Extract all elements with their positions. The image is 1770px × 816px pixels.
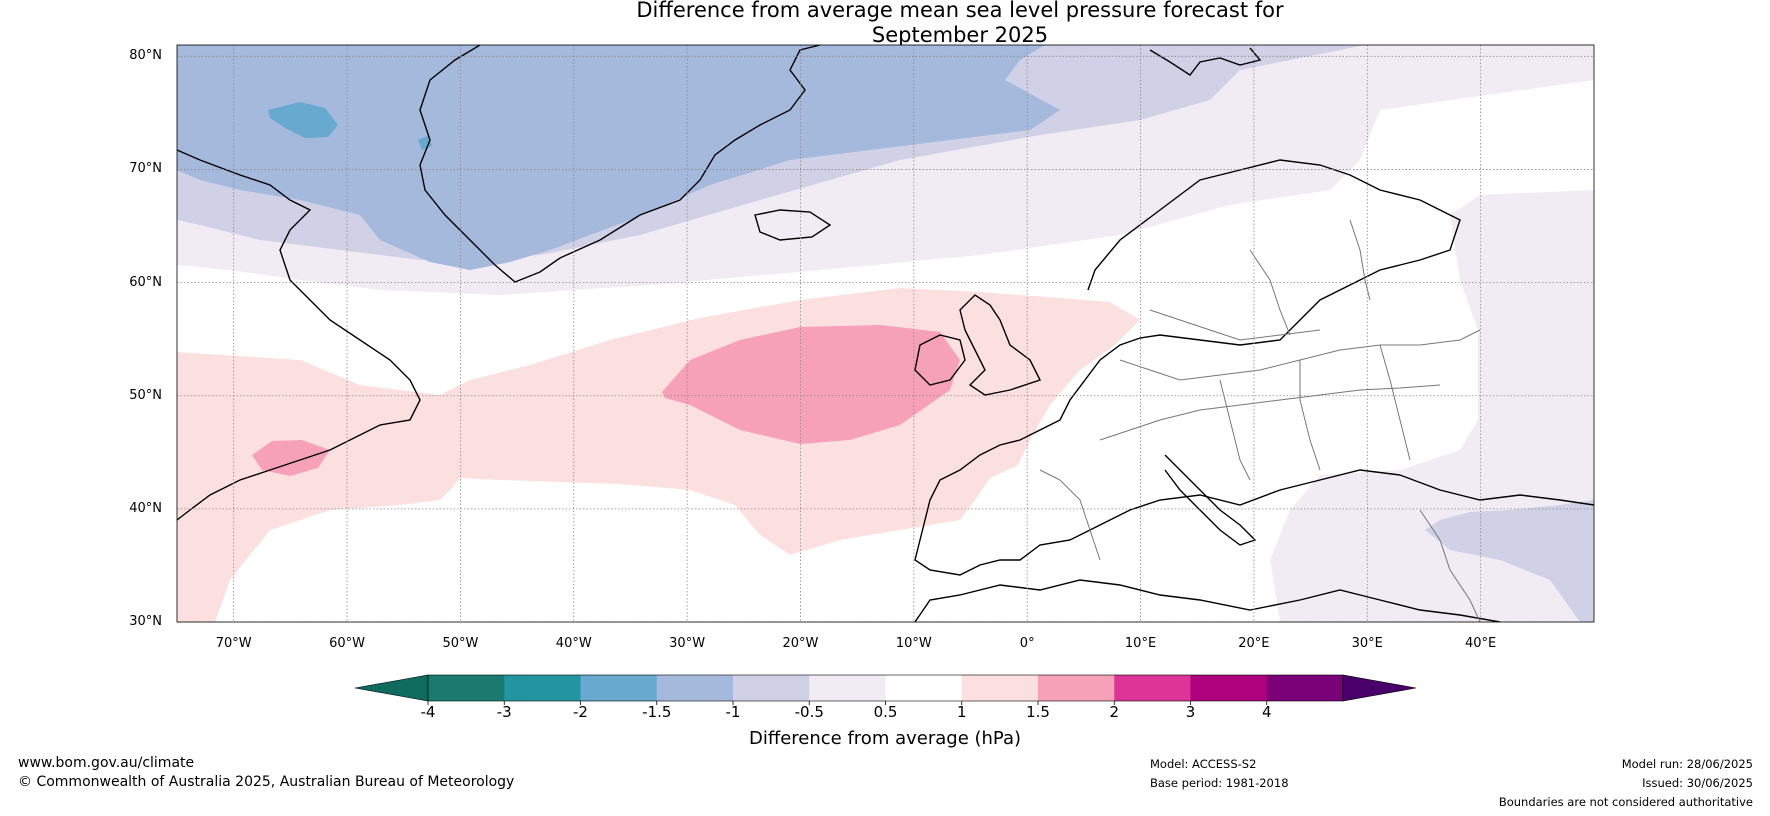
colorbar-tick-label: 2 bbox=[1109, 703, 1120, 721]
longitude-label: 0° bbox=[1019, 636, 1035, 651]
border-line-9 bbox=[1039, 469, 1101, 561]
latitude-label: 30°N bbox=[129, 614, 162, 629]
latitude-label: 60°N bbox=[129, 274, 162, 290]
border-line-5 bbox=[1299, 360, 1321, 471]
border-line-6 bbox=[1379, 344, 1411, 461]
colorbar-tick-label: 1.5 bbox=[1026, 703, 1050, 721]
coastlines bbox=[177, 45, 1594, 622]
colorbar-segment bbox=[428, 675, 505, 701]
footer-boundaries: Boundaries are not considered authoritat… bbox=[1498, 795, 1753, 809]
italy-coast bbox=[1164, 454, 1257, 546]
border-line-3 bbox=[1149, 309, 1321, 341]
colorbar-tick-label: -1 bbox=[725, 703, 741, 721]
latitude-label: 50°N bbox=[129, 387, 162, 403]
colorbar-label: Difference from average (hPa) bbox=[748, 728, 1022, 749]
anomaly-band-minus-2-small bbox=[418, 136, 432, 150]
colorbar-segment bbox=[809, 675, 886, 701]
border-line-10 bbox=[1419, 509, 1481, 622]
colorbar-segment bbox=[1038, 675, 1115, 701]
colorbar-segment bbox=[885, 675, 963, 701]
longitude-label: 50°W bbox=[442, 636, 479, 651]
colorbar-over-triangle bbox=[1342, 674, 1417, 702]
longitude-label: 60°W bbox=[329, 636, 365, 651]
colorbar-tick-label: -0.5 bbox=[794, 703, 824, 721]
footer-url: www.bom.gov.au/climate bbox=[18, 755, 195, 771]
latitude-label: 40°N bbox=[129, 500, 162, 516]
colorbar-tick-label: -1.5 bbox=[642, 703, 672, 721]
longitude-label: 40°E bbox=[1464, 636, 1497, 651]
ireland-coast bbox=[914, 334, 966, 386]
map-title-line1: Difference from average mean sea level p… bbox=[636, 0, 1284, 22]
colorbar-segment bbox=[504, 675, 581, 701]
map-title-line2: September 2025 bbox=[871, 23, 1049, 47]
north-africa-coast bbox=[914, 579, 1501, 622]
colorbar-tick-label: 4 bbox=[1261, 703, 1272, 721]
border-line-4 bbox=[1219, 379, 1251, 481]
longitude-label: 30°W bbox=[669, 636, 706, 651]
border-line-1 bbox=[1099, 384, 1441, 441]
footer-model: Model: ACCESS-S2 bbox=[1150, 757, 1257, 771]
latitude-label: 80°N bbox=[129, 48, 162, 64]
longitude-label: 10°W bbox=[895, 636, 932, 651]
anomaly-band-minus-2 bbox=[268, 102, 338, 138]
colorbar-segment bbox=[1190, 675, 1268, 701]
colorbar-segment bbox=[1266, 675, 1344, 701]
colorbar-segment bbox=[733, 675, 810, 701]
uk-coast bbox=[959, 294, 1041, 396]
colorbar-tick-label: -4 bbox=[420, 703, 436, 721]
colorbar-under-triangle bbox=[354, 674, 429, 702]
graticule bbox=[177, 45, 1594, 623]
colorbar-segment bbox=[961, 675, 1039, 701]
colorbar-tick-label: -2 bbox=[573, 703, 588, 721]
greenland-coast bbox=[419, 45, 821, 283]
colorbar-tick-label: 1 bbox=[956, 703, 967, 721]
colorbar-segment bbox=[656, 675, 734, 701]
footer-model-run: Model run: 28/06/2025 bbox=[1621, 757, 1753, 771]
map-title: Difference from average mean sea level p… bbox=[480, 0, 1440, 48]
anomaly-band-minus-1-5 bbox=[177, 45, 1060, 270]
anomaly-band-plus-1 bbox=[662, 325, 960, 444]
anomaly-band-minus-1-east bbox=[1425, 500, 1594, 622]
longitude-label: 70°W bbox=[215, 636, 252, 651]
national-borders bbox=[1039, 219, 1481, 622]
longitude-label: 40°W bbox=[555, 636, 592, 651]
iceland-coast bbox=[754, 209, 832, 241]
colorbar-tick-label: 0.5 bbox=[873, 703, 898, 721]
longitude-label: 30°E bbox=[1351, 636, 1383, 651]
anomaly-band-plus-1-west bbox=[252, 440, 330, 476]
footer-copyright: © Commonwealth of Australia 2025, Austra… bbox=[18, 774, 515, 790]
footer-base-period: Base period: 1981-2018 bbox=[1150, 776, 1289, 790]
longitude-label: 10°E bbox=[1124, 636, 1157, 651]
colorbar-tick-label: -3 bbox=[496, 703, 512, 721]
border-line-7 bbox=[1249, 249, 1291, 336]
latitude-label: 70°N bbox=[129, 161, 162, 177]
anomaly-field bbox=[177, 45, 1594, 622]
map-frame bbox=[176, 44, 1595, 623]
svalbard-coast bbox=[1149, 47, 1262, 76]
longitude-label: 20°E bbox=[1238, 636, 1270, 651]
longitude-label: 20°W bbox=[782, 636, 819, 651]
colorbar-tick-label: 3 bbox=[1185, 703, 1196, 721]
canada-coast bbox=[177, 149, 421, 521]
colorbar-segment bbox=[1114, 675, 1191, 701]
footer-issued: Issued: 30/06/2025 bbox=[1642, 776, 1753, 790]
colorbar bbox=[354, 674, 1417, 705]
colorbar-segment bbox=[580, 675, 658, 701]
